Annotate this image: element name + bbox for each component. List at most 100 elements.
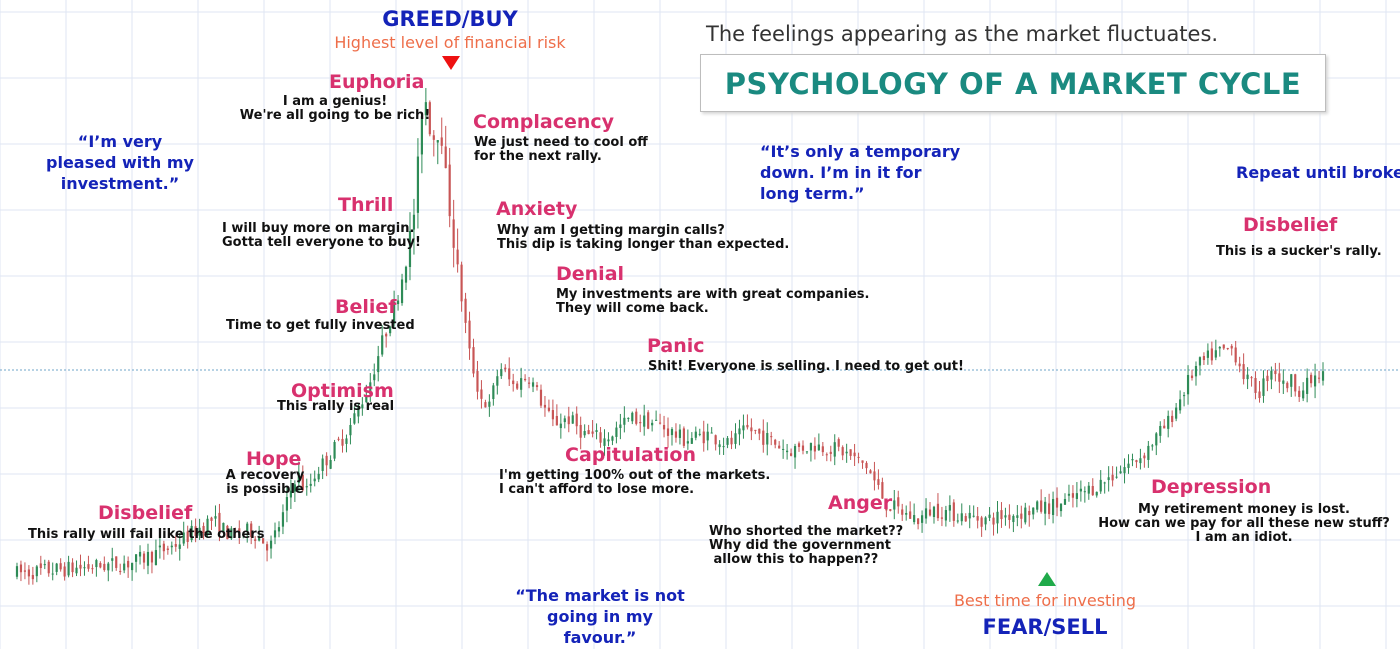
candle-body [658,422,662,424]
candle-body [83,567,86,569]
candle-body [476,370,479,392]
candle-body [535,385,539,388]
candle-body [99,563,102,568]
candle-body [369,382,372,395]
candle-body [309,483,312,486]
candle-body [162,543,165,552]
candle-body [547,407,551,411]
candle-body [928,509,932,516]
candle-body [1242,364,1245,380]
candle-body [1163,425,1166,429]
candle-body [488,401,491,407]
candle-body [1321,371,1325,381]
candle-body [1258,391,1261,399]
candle-body [651,422,654,426]
candle-body [1004,515,1007,518]
candle-body [119,570,122,573]
candle-body [373,374,376,381]
candle-body [1317,377,1321,379]
candle-body [265,544,269,551]
candle-body [484,402,487,408]
candle-body [396,300,400,305]
candle-body [599,432,602,443]
candle-body [972,515,975,517]
candle-body [111,558,114,561]
candle-body [793,446,797,458]
chart-title: PSYCHOLOGY OF A MARKET CYCLE [724,67,1302,101]
candle-body [206,518,209,536]
candle-body [936,503,940,519]
candle-body [516,383,519,389]
candle-body [539,389,543,406]
stage-label-capitulation: Capitulation [565,444,696,466]
candle-body [531,382,535,387]
candle-body [460,264,463,302]
fear-marker-icon [1038,572,1056,586]
candle-body [805,451,809,453]
candle-body [51,573,54,575]
stage-note-euphoria: I am a genius! We're all going to be ric… [239,94,431,123]
candle-body [1143,455,1146,459]
candle-body [1135,460,1138,463]
candle-body [277,527,281,532]
candle-body [734,433,737,444]
candle-body [321,458,324,472]
candle-body [31,574,34,580]
candle-body [325,455,328,466]
candle-body [841,447,844,456]
candle-body [833,442,836,457]
candle-body [682,428,685,446]
stage-note-disbelief-2: This is a sucker's rally. [1216,244,1382,259]
candle-body [742,425,745,431]
candle-body [706,431,709,441]
candle-body [809,442,813,451]
candle-body [1155,433,1158,446]
candle-body [932,506,936,517]
candle-body [472,347,475,374]
candle-body [357,406,360,417]
candle-body [1190,375,1194,379]
candle-body [512,380,515,385]
candle-body [754,429,757,431]
candle-body [440,137,443,146]
candle-body [1063,498,1067,505]
candle-body [1310,374,1313,384]
candle-body [404,266,408,283]
candle-body [1087,485,1090,494]
candle-body [710,432,713,434]
stage-label-disbelief-2: Disbelief [1243,214,1338,236]
candle-body [158,545,161,548]
candle-body [468,320,471,349]
candle-body [639,421,642,424]
candle-body [1131,459,1134,461]
candle-body [1119,471,1122,474]
candle-body [1044,501,1047,514]
stage-note-thrill: I will buy more on margin. Gotta tell ev… [222,221,421,250]
candle-body [43,564,46,566]
candle-body [678,429,682,438]
risk-note: Highest level of financial risk [334,33,566,52]
candle-body [250,523,253,538]
stage-note-optimism: This rally is real [277,399,395,414]
candle-body [432,135,435,140]
candle-body [59,563,62,570]
candle-body [202,525,205,533]
candle-body [635,411,638,424]
candle-body [976,516,979,521]
candle-body [1147,445,1150,460]
candle-body [551,410,554,420]
candle-body [154,550,158,566]
candle-body [1139,458,1142,464]
candle-body [964,516,967,522]
candle-body [738,428,741,435]
candle-body [23,570,27,572]
candle-body [686,441,689,444]
candle-body [19,564,23,573]
candle-body [662,424,666,430]
candle-body [1091,486,1094,496]
candle-body [901,509,904,515]
candle-body [948,505,951,511]
candle-body [186,531,189,542]
candle-body [39,563,42,569]
candle-body [1012,515,1015,523]
